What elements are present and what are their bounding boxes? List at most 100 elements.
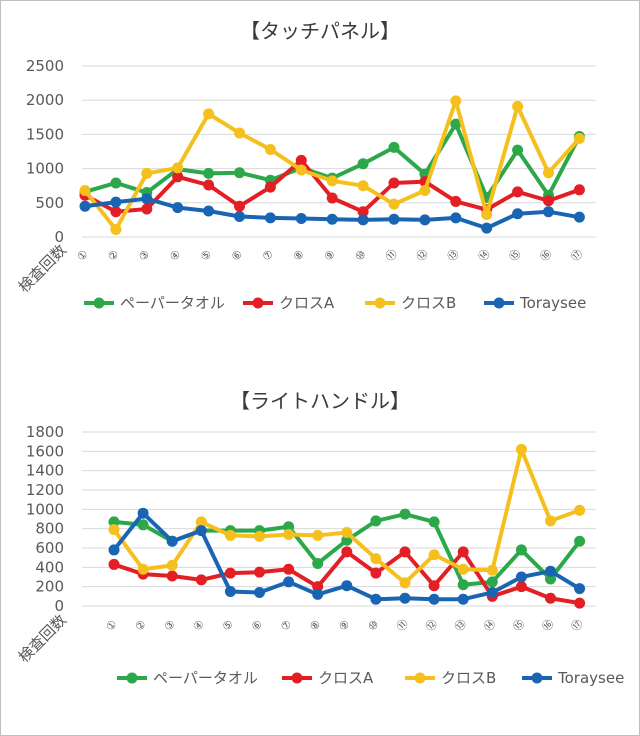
data-point <box>574 597 586 609</box>
data-point <box>481 222 493 234</box>
data-point <box>195 525 207 537</box>
x-tick-label: ④ <box>191 617 207 633</box>
x-axis-label: 検査回数 <box>15 611 70 666</box>
data-point <box>172 202 184 214</box>
legend-marker <box>126 672 138 684</box>
data-point <box>254 566 265 578</box>
data-point <box>295 154 307 166</box>
data-point <box>399 577 411 589</box>
data-point <box>428 580 440 592</box>
x-tick-label: ⑤ <box>220 617 236 633</box>
legend-marker <box>291 672 303 684</box>
x-tick-label: ⑯ <box>538 247 555 264</box>
data-point <box>79 200 91 212</box>
data-point <box>166 570 178 582</box>
x-tick-label: ① <box>74 247 90 263</box>
y-tick-label: 2000 <box>26 91 64 109</box>
data-point <box>543 195 554 207</box>
y-tick-label: 1200 <box>26 481 64 499</box>
data-point <box>195 516 207 528</box>
chart-title: 【ライトハンドル】 <box>230 389 410 413</box>
data-point <box>370 515 382 527</box>
x-tick-label: ③ <box>162 617 178 633</box>
x-tick-label: ⑩ <box>365 617 381 633</box>
y-tick-label: 0 <box>54 228 64 246</box>
x-tick-label: ⑨ <box>322 247 338 263</box>
series-3 <box>108 443 586 589</box>
data-point <box>79 184 91 196</box>
data-point <box>108 558 120 570</box>
data-point <box>141 193 153 205</box>
legend-item: クロスB <box>365 294 456 312</box>
legend-label: クロスB <box>441 669 496 687</box>
data-point <box>388 213 400 225</box>
data-point <box>457 546 469 558</box>
x-tick-label: ⑤ <box>198 247 214 263</box>
y-tick-label: 2500 <box>26 57 64 75</box>
x-tick-label: ⑮ <box>510 617 527 634</box>
chart-1: 【タッチパネル】 0 500 1000 1500 2000 2500 ① ② ③ ④ ⑤ ⑥ ⑦ ⑧ ⑨ ⑩ ⑪ ⑫… <box>15 19 596 312</box>
data-point <box>137 563 149 575</box>
x-tick-label: ② <box>105 247 121 263</box>
data-point <box>110 196 122 208</box>
series-3 <box>79 95 585 235</box>
data-point <box>545 565 556 577</box>
data-point <box>450 118 462 130</box>
data-point <box>357 206 369 218</box>
y-tick-label: 1800 <box>26 423 64 441</box>
data-point <box>573 184 585 196</box>
x-tick-label: ② <box>133 617 149 633</box>
data-point <box>283 563 295 575</box>
data-point <box>370 593 382 605</box>
data-point <box>399 546 411 558</box>
legend-marker <box>93 297 105 309</box>
series-4 <box>79 193 585 234</box>
x-tick-label: ⑥ <box>229 247 245 263</box>
data-point <box>326 175 338 187</box>
legend-item: ペーパータオル <box>117 669 258 687</box>
x-tick-label: ③ <box>136 247 152 263</box>
y-tick-label: 1000 <box>26 500 64 518</box>
legend-label: クロスB <box>401 294 456 312</box>
y-tick-label: 0 <box>54 597 64 615</box>
legend-label: ペーパータオル <box>153 669 258 687</box>
legend-marker <box>414 672 426 684</box>
data-point <box>234 127 245 139</box>
y-tick-label: 200 <box>35 578 64 596</box>
legend-item: ペーパータオル <box>84 294 225 312</box>
data-point <box>457 563 469 575</box>
x-tick-label: ④ <box>167 247 183 263</box>
data-point <box>512 208 524 220</box>
data-point <box>486 586 498 598</box>
data-point <box>512 144 524 156</box>
data-point <box>166 535 178 547</box>
series-line <box>112 549 582 606</box>
x-tick-label: ⑨ <box>336 617 352 633</box>
legend-marker <box>493 297 505 309</box>
data-point <box>574 535 586 547</box>
data-point <box>450 95 462 107</box>
data-point <box>341 580 353 592</box>
data-point <box>357 214 369 226</box>
data-point <box>283 528 295 540</box>
data-point <box>312 581 324 593</box>
chart-title: 【タッチパネル】 <box>240 19 400 43</box>
data-point <box>388 198 400 210</box>
data-point <box>341 527 353 539</box>
data-point <box>312 529 324 541</box>
data-point <box>224 586 236 597</box>
legend-marker <box>531 672 543 684</box>
y-tick-label: 1000 <box>26 160 64 178</box>
data-point <box>428 593 440 605</box>
legend-item: クロスB <box>405 669 496 687</box>
series-line <box>83 98 582 232</box>
legend-label: クロスA <box>279 294 335 312</box>
data-point <box>370 553 382 565</box>
x-axis-label: 検査回数 <box>15 241 70 296</box>
data-point <box>234 210 245 222</box>
data-point <box>450 212 462 224</box>
y-tick-label: 1600 <box>26 442 64 460</box>
data-point <box>574 583 586 595</box>
data-point <box>203 205 215 217</box>
